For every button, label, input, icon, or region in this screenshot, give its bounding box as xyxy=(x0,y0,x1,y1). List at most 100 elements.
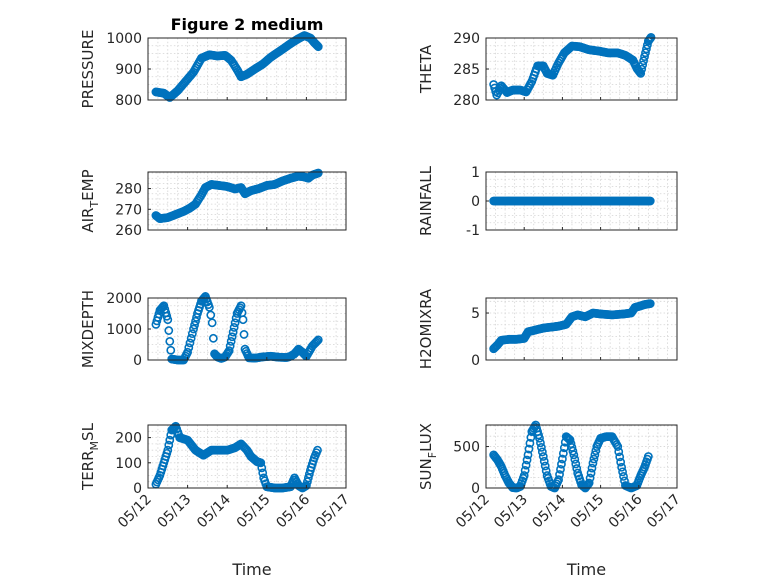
data-point xyxy=(555,470,564,479)
y-axis-label: RAINFALL xyxy=(417,165,435,236)
data-point xyxy=(520,465,530,475)
y-axis-label-text: MIXDEPTH xyxy=(79,290,97,368)
data-point xyxy=(618,467,627,477)
y-tick-label: 270 xyxy=(115,202,142,218)
data-point xyxy=(313,445,322,455)
data-point xyxy=(164,440,174,450)
y-tick-label: 800 xyxy=(115,93,142,109)
data-point xyxy=(224,346,234,356)
y-axis-label-subscript: M xyxy=(88,441,101,451)
y-axis-label-text: AIR xyxy=(79,208,97,233)
data-point xyxy=(228,327,238,337)
y-tick-label: -1 xyxy=(466,223,480,239)
subplot-2: 280 285 290 THETA xyxy=(417,31,678,109)
data-point xyxy=(536,442,546,452)
data-point xyxy=(570,454,580,464)
data-point xyxy=(313,168,323,178)
data-point xyxy=(536,438,545,448)
data-point xyxy=(163,445,173,455)
data-point xyxy=(186,333,196,343)
y-axis-label-subscript: F xyxy=(426,452,439,458)
y-axis-label-text: SUN xyxy=(417,458,435,490)
data-point xyxy=(586,468,596,478)
y-axis-label: AIRTEMP xyxy=(79,169,101,232)
data-point xyxy=(539,456,549,466)
y-axis-label: TERRMSL xyxy=(79,422,101,491)
figure-title: Figure 2 medium xyxy=(171,15,324,34)
data-point xyxy=(184,343,194,352)
y-tick-label: 100 xyxy=(115,456,142,472)
y-tick-label: 280 xyxy=(453,93,480,109)
data-point xyxy=(588,458,598,468)
data-point xyxy=(312,336,322,346)
subplot-1: 800 900 1000 PRESSURE Figure 2 medium xyxy=(79,15,347,109)
y-axis-label-text: TERR xyxy=(79,450,97,491)
data-point xyxy=(616,457,626,467)
x-tick-label: 05/13 xyxy=(155,492,195,532)
subplot-4: -1 0 1 RAINFALL xyxy=(417,165,678,239)
x-axis-label: Time xyxy=(231,560,271,579)
axes-frame xyxy=(485,297,678,361)
data-point xyxy=(519,471,529,480)
x-tick-label: 05/17 xyxy=(644,492,684,532)
data-point xyxy=(523,450,533,460)
y-axis-label: H2OMIXRA xyxy=(417,288,435,369)
y-tick-label: 200 xyxy=(115,431,142,447)
data-point xyxy=(636,68,646,78)
data-point xyxy=(614,447,624,457)
data-point xyxy=(640,52,649,61)
y-axis-label-suffix: SL xyxy=(79,422,97,441)
x-tick-label: 05/15 xyxy=(234,492,274,532)
data-point xyxy=(617,462,627,472)
x-tick-label: 05/12 xyxy=(115,492,155,532)
data-point xyxy=(238,315,248,325)
data-point xyxy=(300,349,309,359)
data-point xyxy=(206,310,216,320)
axes-frame xyxy=(147,171,347,231)
data-point xyxy=(587,463,597,473)
y-axis-label-subscript: T xyxy=(88,201,101,209)
data-point xyxy=(185,338,195,348)
subplot-6: 0 5 H2OMIXRA xyxy=(417,288,678,369)
y-tick-label: 500 xyxy=(453,440,480,456)
y-tick-label: 260 xyxy=(115,223,142,239)
data-point xyxy=(558,448,568,458)
y-axis-label: THETA xyxy=(417,44,435,94)
data-point xyxy=(557,459,566,469)
data-point xyxy=(313,335,323,345)
data-point xyxy=(558,454,567,464)
y-tick-label: 280 xyxy=(115,182,142,198)
data-point xyxy=(645,299,655,309)
data-point xyxy=(226,336,236,346)
data-point xyxy=(187,329,197,339)
y-tick-label: 0 xyxy=(471,194,480,210)
data-point xyxy=(538,452,548,461)
x-tick-label: 05/17 xyxy=(313,492,353,532)
data-point xyxy=(521,460,531,470)
data-point xyxy=(556,464,565,474)
data-point xyxy=(230,318,240,328)
y-tick-label: 0 xyxy=(133,353,142,369)
y-tick-label: 0 xyxy=(471,481,480,497)
data-point xyxy=(225,341,235,351)
data-point xyxy=(584,478,594,488)
data-point xyxy=(191,316,200,326)
data-point xyxy=(615,452,625,462)
y-axis-label: SUNFLUX xyxy=(417,423,439,490)
x-tick-label: 05/16 xyxy=(273,491,313,531)
data-point xyxy=(642,44,651,54)
data-point xyxy=(312,41,322,51)
axes-frame xyxy=(485,424,678,489)
x-tick-label: 05/14 xyxy=(194,491,234,531)
data-point xyxy=(189,324,198,334)
y-tick-label: 1000 xyxy=(106,322,142,338)
data-point xyxy=(571,459,581,469)
data-point xyxy=(208,333,218,343)
data-point xyxy=(166,345,176,355)
data-point xyxy=(525,438,535,448)
y-tick-label: 1 xyxy=(471,165,480,181)
data-point xyxy=(569,450,579,460)
data-point xyxy=(313,42,323,52)
data-point xyxy=(164,326,174,335)
y-axis-label-text: H2OMIXRA xyxy=(417,288,435,369)
